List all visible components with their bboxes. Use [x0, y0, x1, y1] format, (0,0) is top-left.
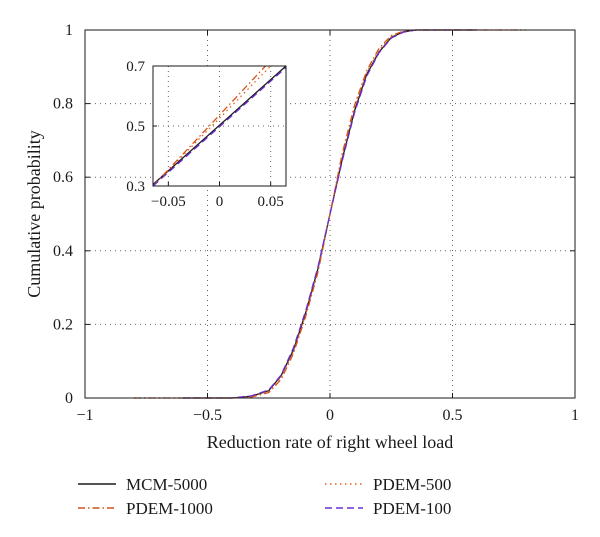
y-axis-label: Cumulative probability	[24, 130, 44, 297]
inset-series-line-pdem-500	[152, 65, 272, 187]
inset-x-tick-label: 0	[216, 194, 224, 210]
series-line-pdem-100	[183, 29, 477, 399]
main-tick-marks	[84, 29, 576, 399]
inset-tick-labels: −0.05 0 0.05 0.3 0.5 0.7	[126, 59, 284, 210]
legend-label: PDEM-500	[373, 475, 451, 494]
x-tick-label: 0	[326, 407, 334, 424]
series-line-pdem-1000	[134, 29, 526, 399]
y-tick-label: 0.2	[53, 316, 73, 333]
x-tick-label: −0.5	[193, 407, 222, 424]
inset-y-tick-label: 0.5	[126, 119, 145, 135]
inset-y-tick-label: 0.3	[126, 179, 145, 195]
y-tick-label: 0.8	[53, 96, 73, 113]
legend: MCM-5000 PDEM-500 PDEM-1000 PDEM-100	[78, 475, 451, 518]
inset-series-line-mcm-5000	[152, 65, 287, 185]
y-tick-label: 1	[65, 22, 73, 39]
inset-series-line-pdem-100	[152, 67, 287, 187]
inset-series-line-pdem-1000	[152, 65, 266, 187]
legend-label: PDEM-100	[373, 499, 451, 518]
main-tick-labels: −1 −0.5 0 0.5 1 0 0.2 0.4 0.6 0.8 1	[53, 22, 579, 424]
inset-plot: −0.05 0 0.05 0.3 0.5 0.7	[126, 59, 287, 210]
inset-y-tick-label: 0.7	[126, 59, 145, 75]
main-series-lines	[134, 29, 526, 399]
x-tick-label: 0.5	[443, 407, 463, 424]
legend-label: PDEM-1000	[126, 499, 213, 518]
x-axis-label: Reduction rate of right wheel load	[207, 432, 453, 452]
main-grid	[85, 30, 575, 398]
inset-tick-marks	[153, 65, 272, 187]
inset-x-tick-label: 0.05	[258, 194, 284, 210]
series-line-pdem-500	[134, 29, 526, 399]
x-tick-label: 1	[571, 407, 579, 424]
y-tick-label: 0.4	[53, 243, 73, 260]
legend-label: MCM-5000	[126, 475, 207, 494]
y-tick-label: 0	[65, 390, 73, 407]
inset-series-lines	[152, 65, 287, 187]
x-tick-label: −1	[76, 407, 93, 424]
y-tick-label: 0.6	[53, 169, 73, 186]
inset-x-tick-label: −0.05	[151, 194, 186, 210]
